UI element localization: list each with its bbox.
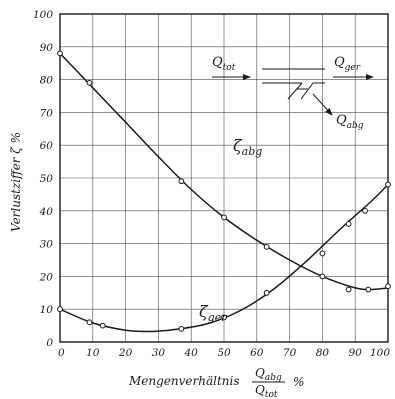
x-axis-label: Mengenverhältnis Qabg Qtot % <box>128 366 304 399</box>
x-tick-label: 0 <box>58 347 65 359</box>
data-point-ger <box>263 289 270 296</box>
x-tick-label: 60 <box>250 347 264 359</box>
q-ger-label: Qger <box>334 55 361 73</box>
y-tick-label: 0 <box>46 337 53 349</box>
x-tick-label: 30 <box>152 347 166 359</box>
x-axis-label-prefix: Mengenverhältnis <box>128 374 240 388</box>
data-point-ger <box>362 207 368 214</box>
data-point-abg <box>86 79 93 86</box>
data-point-abg <box>319 273 326 280</box>
plot-frame <box>59 13 389 343</box>
data-point-abg <box>345 286 352 293</box>
x-tick-label: 80 <box>316 347 330 359</box>
y-tick-label: 20 <box>39 271 54 283</box>
data-point-abg <box>57 50 63 57</box>
y-tick-label: 90 <box>40 42 54 54</box>
series-label-abg: ζabg <box>233 136 262 158</box>
data-point-ger <box>178 325 185 332</box>
q-abg-label: Qabg <box>336 113 364 131</box>
x-tick-label: 20 <box>118 347 133 359</box>
data-point-abg <box>365 286 372 293</box>
data-point-abg <box>221 214 227 221</box>
data-point-abg <box>178 178 185 185</box>
data-point-ger <box>385 181 391 188</box>
x-axis-label-numerator: Qabg <box>255 366 282 383</box>
x-axis-label-denominator: Qtot <box>255 383 278 399</box>
data-point-ger <box>99 322 106 329</box>
y-tick-label: 30 <box>40 239 54 251</box>
flow-diagram: Qtot Qger Qabg <box>212 55 374 131</box>
data-point-ger <box>221 314 227 321</box>
y-tick-label: 80 <box>40 75 54 87</box>
data-point-ger <box>57 306 63 313</box>
data-point-ger <box>319 250 326 257</box>
y-axis-ticks: 0 10 20 30 40 50 60 70 80 90 100 <box>33 9 53 349</box>
y-tick-label: 10 <box>40 304 54 316</box>
data-point-abg <box>263 243 270 250</box>
q-tot-label: Qtot <box>212 55 236 73</box>
data-point-abg <box>385 283 391 290</box>
y-axis-label: Verlustziffer ζ % <box>9 132 23 232</box>
series-label-ger: ζger <box>199 302 227 324</box>
branch-left-wall <box>287 82 303 100</box>
branch-right-wall <box>300 82 314 100</box>
x-axis-label-unit: % <box>293 375 304 389</box>
x-tick-label: 50 <box>217 347 231 359</box>
y-tick-label: 50 <box>40 173 54 185</box>
x-tick-label: 10 <box>86 347 100 359</box>
x-tick-label: 70 <box>283 347 297 359</box>
data-point-ger <box>345 221 352 227</box>
series-line-abg <box>59 52 389 291</box>
grid <box>60 14 388 342</box>
y-tick-label: 60 <box>40 140 54 152</box>
series-points <box>57 50 391 332</box>
x-axis-ticks: 0 10 20 30 40 50 60 70 80 90 100 <box>58 347 390 359</box>
y-tick-label: 70 <box>40 107 54 119</box>
x-tick-label: 40 <box>184 347 199 359</box>
y-tick-label: 100 <box>33 9 53 21</box>
x-tick-label: 100 <box>370 347 390 359</box>
x-tick-label: 90 <box>349 347 363 359</box>
data-point-ger <box>86 319 93 326</box>
q-abg-arrow <box>312 93 333 116</box>
y-tick-label: 40 <box>39 206 54 218</box>
